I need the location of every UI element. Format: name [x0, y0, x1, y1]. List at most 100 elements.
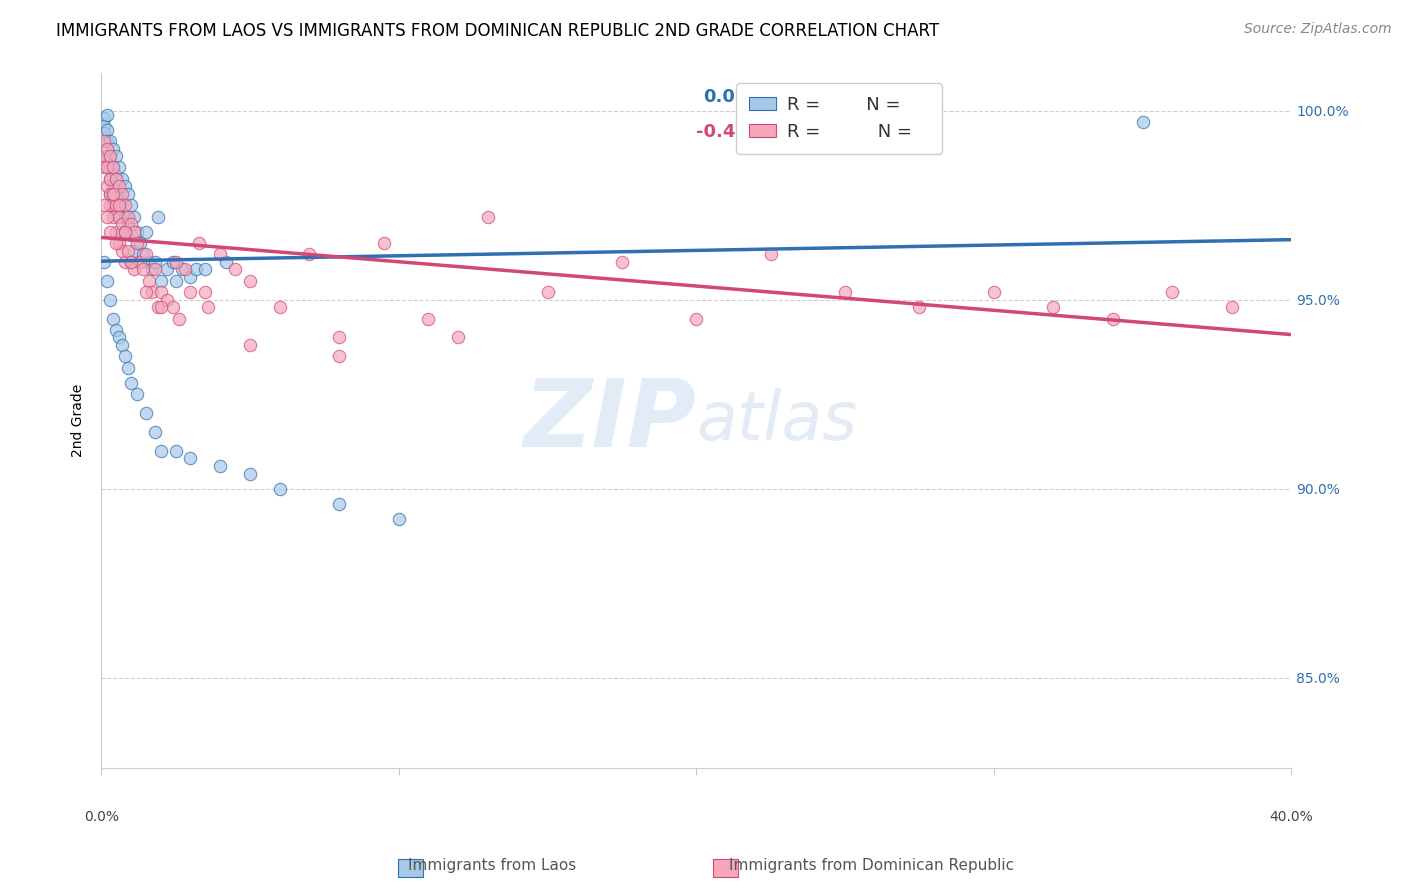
Point	[908, 300, 931, 314]
Point	[138, 274, 160, 288]
Point	[101, 179, 124, 194]
Point	[117, 217, 139, 231]
Point	[101, 198, 124, 212]
Point	[610, 255, 633, 269]
Point	[96, 210, 118, 224]
Point	[269, 482, 291, 496]
Point	[156, 262, 179, 277]
Point	[93, 198, 115, 212]
Point	[101, 210, 124, 224]
Point	[98, 186, 121, 201]
Text: 0.0%: 0.0%	[84, 810, 118, 824]
Point	[1220, 300, 1243, 314]
Point	[96, 142, 118, 156]
Point	[418, 311, 440, 326]
Point	[122, 244, 145, 258]
Point	[149, 274, 172, 288]
Point	[122, 225, 145, 239]
Point	[197, 300, 219, 314]
Point	[209, 458, 232, 473]
Text: 82: 82	[827, 123, 852, 141]
Point	[162, 255, 184, 269]
Point	[98, 134, 121, 148]
Point	[146, 300, 169, 314]
Point	[105, 171, 128, 186]
Point	[114, 225, 136, 239]
Point	[98, 171, 121, 186]
Point	[98, 198, 121, 212]
Point	[128, 235, 150, 250]
Point	[108, 235, 131, 250]
Point	[141, 285, 163, 300]
Point	[194, 285, 217, 300]
Point	[143, 262, 166, 277]
Point	[146, 210, 169, 224]
Point	[224, 262, 246, 277]
Point	[132, 262, 155, 277]
Point	[108, 161, 131, 175]
Point	[143, 425, 166, 439]
Text: atlas: atlas	[696, 388, 858, 454]
Point	[125, 387, 148, 401]
Point	[96, 134, 118, 148]
Point	[167, 311, 190, 326]
Point	[328, 350, 350, 364]
Point	[108, 186, 131, 201]
Point	[269, 300, 291, 314]
Point	[108, 179, 131, 194]
Point	[101, 142, 124, 156]
Point	[128, 255, 150, 269]
Point	[149, 285, 172, 300]
Point	[186, 262, 208, 277]
Point	[93, 127, 115, 141]
Point	[98, 225, 121, 239]
Legend: R =        N =   , R =          N =   : R = N = , R = N =	[737, 83, 942, 153]
Text: Source: ZipAtlas.com: Source: ZipAtlas.com	[1244, 22, 1392, 37]
Point	[105, 225, 128, 239]
Point	[135, 225, 157, 239]
Point	[101, 186, 124, 201]
Point	[96, 274, 118, 288]
Point	[93, 161, 115, 175]
Point	[536, 285, 558, 300]
Point	[93, 112, 115, 126]
Point	[98, 161, 121, 175]
Point	[239, 467, 262, 481]
Point	[114, 179, 136, 194]
Point	[759, 247, 782, 261]
Point	[1042, 300, 1064, 314]
Point	[117, 360, 139, 375]
Point	[120, 198, 142, 212]
Point	[120, 255, 142, 269]
Point	[96, 107, 118, 121]
Point	[188, 235, 211, 250]
Point	[1161, 285, 1184, 300]
Point	[132, 247, 155, 261]
Point	[135, 406, 157, 420]
Text: IMMIGRANTS FROM LAOS VS IMMIGRANTS FROM DOMINICAN REPUBLIC 2ND GRADE CORRELATION: IMMIGRANTS FROM LAOS VS IMMIGRANTS FROM …	[56, 22, 939, 40]
Point	[96, 149, 118, 163]
Point	[162, 300, 184, 314]
Point	[165, 274, 187, 288]
Text: 40.0%: 40.0%	[1270, 810, 1313, 824]
Point	[96, 161, 118, 175]
Point	[156, 293, 179, 307]
Point	[114, 225, 136, 239]
Point	[120, 217, 142, 231]
Point	[125, 235, 148, 250]
Point	[388, 512, 411, 526]
Point	[328, 497, 350, 511]
Point	[117, 186, 139, 201]
Point	[170, 262, 193, 277]
Point	[135, 247, 157, 261]
Point	[101, 161, 124, 175]
Point	[98, 171, 121, 186]
Point	[98, 149, 121, 163]
Point	[108, 198, 131, 212]
Point	[165, 255, 187, 269]
Point	[120, 255, 142, 269]
Point	[98, 149, 121, 163]
Point	[141, 262, 163, 277]
Point	[105, 198, 128, 212]
Point	[120, 228, 142, 243]
